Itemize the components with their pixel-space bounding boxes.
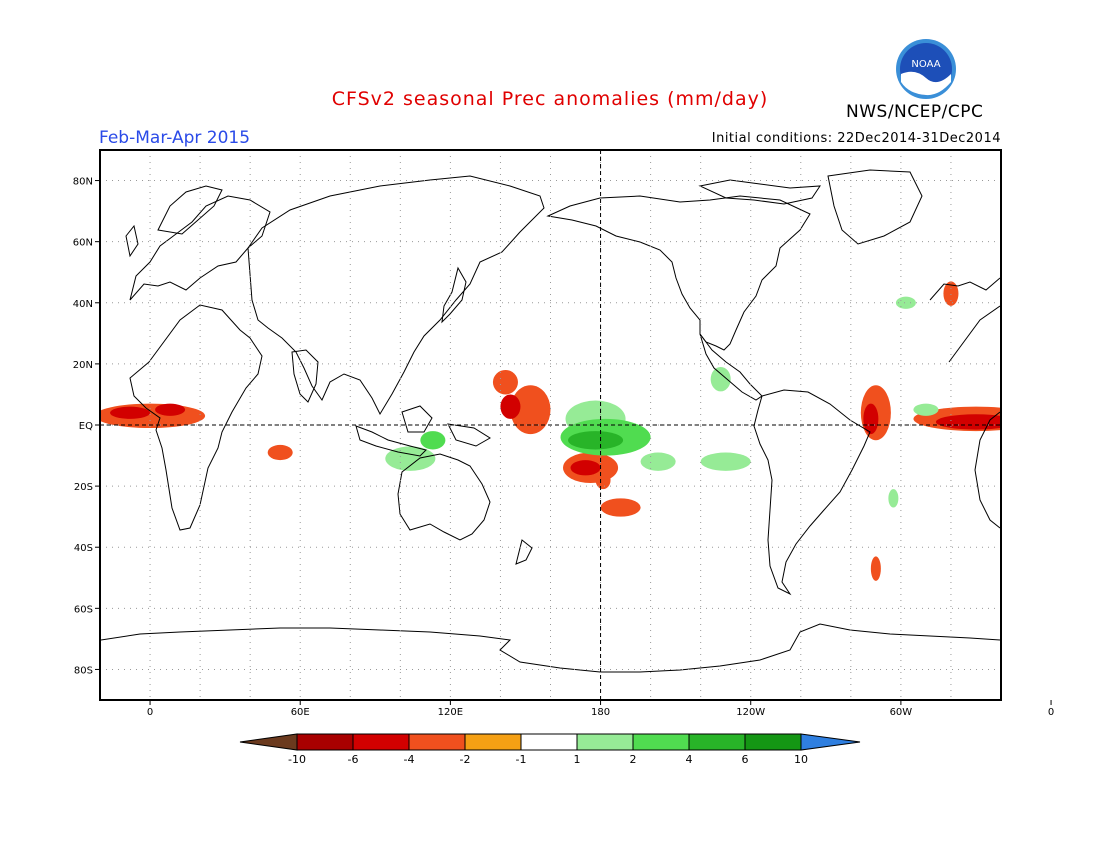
- agency-label: NWS/NCEP/CPC: [846, 102, 984, 122]
- north-america-coast: [546, 195, 811, 351]
- anomaly-patch: [700, 452, 751, 471]
- anomaly-patch: [888, 489, 899, 508]
- latitude-ticks: 80N 60N 40N 20N EQ 20S 40S 60S 80S: [73, 177, 100, 676]
- logo-text: NOAA: [911, 59, 940, 70]
- colorbar-bin: [296, 733, 354, 751]
- y-tick-label: 40N: [73, 299, 93, 310]
- anomaly-patch: [710, 366, 731, 392]
- colorbar-above-arrow: [800, 733, 861, 751]
- anomaly-patch: [110, 406, 151, 419]
- australia-coast: [397, 453, 491, 541]
- x-tick-label: 120E: [438, 707, 463, 718]
- anomaly-patch: [500, 394, 521, 419]
- y-tick-label: 20N: [73, 360, 93, 371]
- forecast-period: Feb-Mar-Apr 2015: [99, 128, 251, 148]
- colorbar-label: -4: [404, 753, 415, 766]
- colorbar: -10 -6 -4 -2 -1 1 2 4 6 10: [239, 733, 861, 766]
- colorbar-bin: [464, 733, 522, 751]
- colorbar-label: -10: [288, 753, 306, 766]
- anomaly-patch: [101, 403, 206, 429]
- colorbar-bin: [520, 733, 578, 751]
- antarctica-coast: [101, 623, 1000, 673]
- india-coast: [291, 349, 319, 403]
- noaa-logo-icon: NOAA: [896, 39, 956, 99]
- colorbar-label: 2: [630, 753, 637, 766]
- colorbar-below-arrow: [239, 733, 298, 751]
- anomaly-patch: [870, 556, 881, 581]
- colorbar-label: 4: [686, 753, 693, 766]
- colorbar-label: 1: [574, 753, 581, 766]
- colorbar-label: -6: [348, 753, 359, 766]
- colorbar-bin: [408, 733, 466, 751]
- arctic-islands-coast: [698, 179, 821, 205]
- x-tick-label: 60E: [291, 707, 310, 718]
- indonesia-coast: [355, 425, 427, 457]
- africa-coast-repeat-west: [974, 411, 1000, 529]
- anomaly-patch: [640, 452, 676, 471]
- colorbar-bin: [576, 733, 634, 751]
- anomaly-patch: [155, 403, 186, 416]
- south-america-coast: [753, 389, 871, 596]
- africa-coast: [129, 304, 263, 531]
- colorbar-label: -1: [516, 753, 527, 766]
- x-tick-label: 0: [147, 707, 153, 718]
- europe-coast-repeat: [929, 277, 1000, 301]
- colorbar-label: -2: [460, 753, 471, 766]
- anomaly-patch: [943, 281, 959, 306]
- y-tick-label: 80N: [73, 177, 93, 188]
- colorbar-bin: [688, 733, 746, 751]
- x-tick-label: 120W: [736, 707, 765, 718]
- anomaly-patch: [510, 385, 551, 435]
- colorbar-bin: [632, 733, 690, 751]
- anomaly-patch: [935, 414, 1000, 430]
- anomaly-patch: [600, 498, 641, 517]
- x-tick-label: 0: [1048, 707, 1054, 718]
- anomaly-patch: [570, 460, 601, 476]
- central-america-coast: [699, 333, 763, 401]
- y-tick-label: 60N: [73, 238, 93, 249]
- anomaly-patch: [913, 403, 939, 416]
- greenland-coast: [827, 169, 923, 245]
- colorbar-bin: [352, 733, 410, 751]
- x-tick-label: 180: [591, 707, 610, 718]
- longitude-ticks: 0 60E 120E 180 120W 60W 0: [147, 700, 1054, 718]
- new-guinea-coast: [447, 423, 491, 447]
- anomaly-patch: [420, 431, 446, 450]
- y-tick-label: 40S: [74, 543, 93, 554]
- anomaly-patch: [568, 431, 624, 450]
- y-tick-label: 60S: [74, 604, 93, 615]
- borneo-coast: [401, 405, 433, 433]
- y-tick-label: 80S: [74, 665, 93, 676]
- map-title: CFSv2 seasonal Prec anomalies (mm/day): [331, 88, 769, 110]
- britain-coast: [125, 224, 139, 258]
- colorbar-bin: [744, 733, 802, 751]
- anomaly-patch: [863, 403, 879, 435]
- initial-conditions: Initial conditions: 22Dec2014-31Dec2014: [711, 131, 1001, 146]
- anomaly-layer: [101, 281, 1000, 581]
- colorbar-label: 10: [794, 753, 808, 766]
- colorbar-label: 6: [742, 753, 749, 766]
- africa-coast-repeat: [948, 305, 1000, 363]
- scandinavia-coast: [157, 185, 223, 235]
- x-tick-label: 60W: [890, 707, 913, 718]
- new-zealand-coast: [515, 539, 533, 565]
- europe-coast: [129, 195, 271, 301]
- anomaly-patch: [385, 446, 436, 471]
- anomaly-patch: [492, 370, 518, 395]
- y-tick-label: EQ: [79, 421, 93, 432]
- grid-layer: [101, 151, 1000, 699]
- anomaly-patch: [595, 470, 611, 490]
- anomaly-patch: [895, 296, 916, 309]
- y-tick-label: 20S: [74, 482, 93, 493]
- japan-coast: [441, 266, 467, 324]
- anomaly-patch: [267, 444, 293, 461]
